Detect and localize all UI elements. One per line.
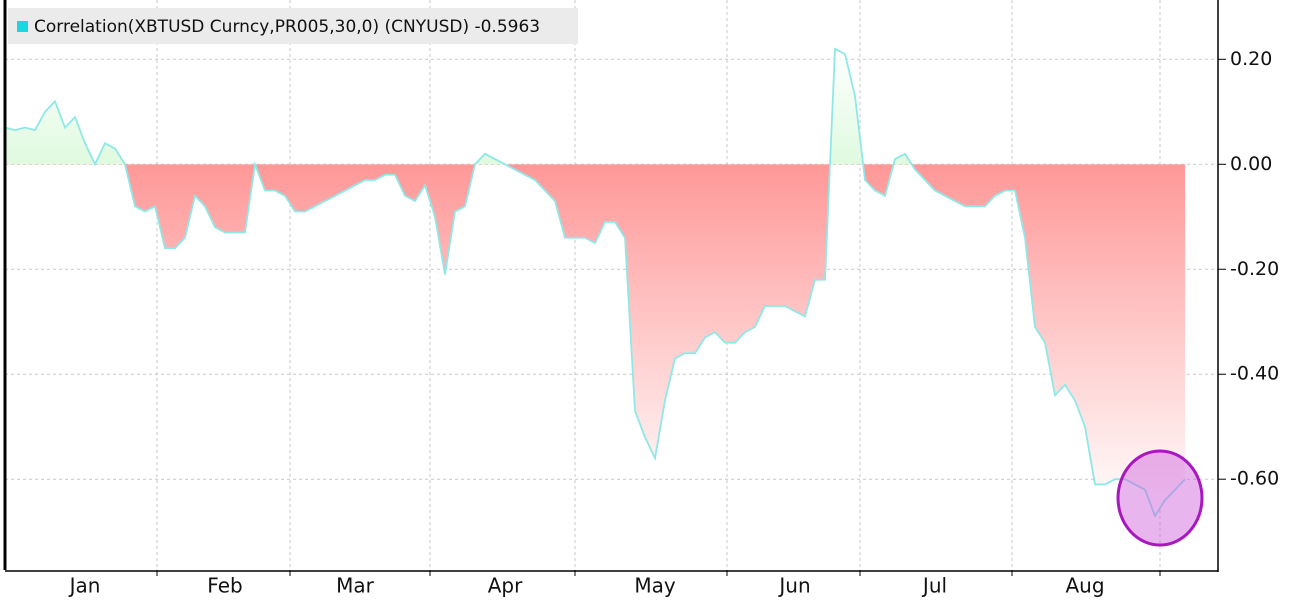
legend-swatch — [17, 21, 28, 32]
line — [4, 47, 1186, 518]
x-tick-label: Jul — [921, 574, 947, 598]
legend: Correlation(XBTUSD Curncy,PR005,30,0) (C… — [8, 8, 578, 44]
x-tick-label: Jun — [777, 574, 810, 598]
y-tick-label: -0.60 — [1230, 468, 1279, 490]
legend-label: Correlation(XBTUSD Curncy,PR005,30,0) (C… — [34, 17, 540, 37]
legend-box — [8, 8, 578, 44]
y-tick-label: -0.40 — [1230, 363, 1279, 385]
x-tick-label: Feb — [207, 574, 242, 598]
x-tick-label: May — [634, 574, 676, 598]
plot — [4, 47, 1186, 518]
y-tick-label: 0.00 — [1230, 153, 1272, 175]
x-tick-label: Aug — [1065, 574, 1104, 598]
y-tick-label: -0.20 — [1230, 258, 1279, 280]
x-tick-label: Jan — [68, 574, 101, 598]
y-tick-label: 0.20 — [1230, 48, 1272, 70]
area-positive — [5, 48, 912, 165]
x-tick-label: Mar — [336, 574, 375, 598]
highlight-circle — [1116, 449, 1204, 547]
area-negative — [5, 164, 1185, 516]
x-tick-label: Apr — [488, 574, 523, 598]
